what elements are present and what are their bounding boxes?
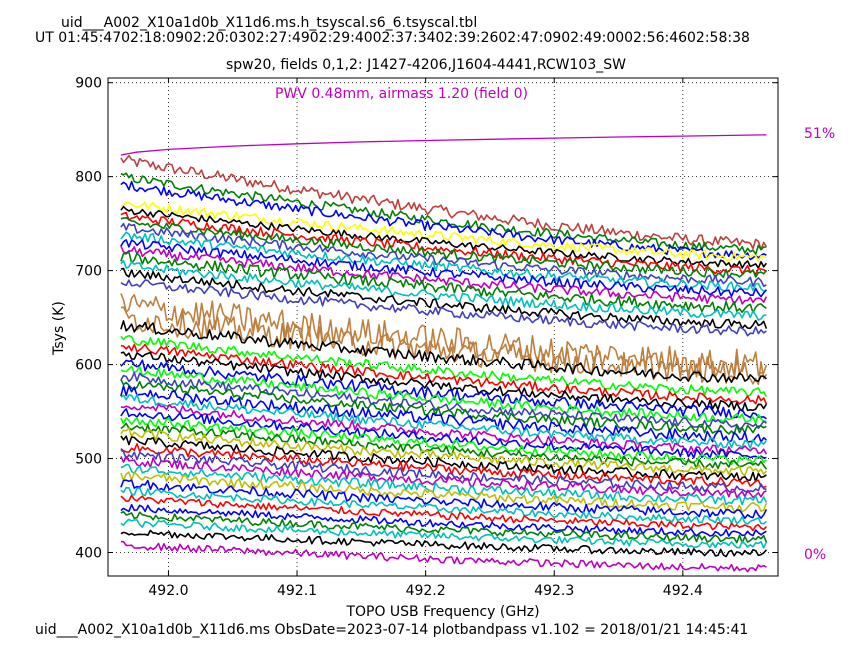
y-tick-label: 900	[75, 76, 102, 92]
x-tick-label: 492.2	[406, 583, 446, 599]
tsys-series-line	[120, 422, 768, 470]
tsys-series-line	[120, 486, 767, 525]
chart-title: spw20, fields 0,1,2: J1427-4206,J1604-44…	[226, 57, 626, 73]
x-tick-label: 492.0	[148, 583, 188, 599]
x-tick-label: 492.3	[534, 583, 574, 599]
tsys-series-line	[120, 259, 767, 321]
tsys-series-line	[120, 443, 767, 489]
tsys-series-line	[120, 335, 768, 398]
right-axis-label-bottom: 0%	[804, 547, 826, 563]
y-tick-label: 500	[75, 452, 102, 468]
tsys-series-line	[120, 231, 767, 292]
x-tick-label: 492.1	[277, 583, 317, 599]
y-tick-label: 700	[75, 264, 102, 280]
right-axis-label-top: 51%	[804, 126, 835, 142]
tsys-series-line	[120, 365, 767, 425]
footer-text: uid___A002_X10a1d0b_X11d6.ms ObsDate=202…	[35, 622, 749, 638]
tsys-series-line	[120, 463, 768, 506]
tsys-series-line	[120, 449, 767, 494]
axis-ticks: 492.0 492.1 492.2 492.3 492.4 400 500 600 700 800…	[75, 76, 778, 599]
tsys-series-line	[120, 394, 768, 449]
transmission-curve	[120, 134, 767, 156]
pwv-annotation: PWV 0.48mm, airmass 1.20 (field 0)	[275, 86, 528, 102]
tsys-series-line	[120, 518, 768, 549]
tsys-series-line	[120, 222, 767, 287]
ut-times-row: UT 01:45:4702:18:0902:20:0302:27:4902:29…	[35, 30, 750, 46]
tsys-series-line	[120, 529, 767, 558]
table-filename: uid___A002_X10a1d0b_X11d6.ms.h_tsyscal.s…	[61, 15, 478, 31]
tsys-series-line	[120, 306, 768, 386]
tsys-series-line	[120, 371, 767, 430]
tsys-series-line	[120, 408, 767, 459]
tsys-series-line	[120, 427, 767, 477]
tsys-series-line	[120, 503, 767, 537]
x-tick-label: 492.4	[663, 583, 703, 599]
x-axis-label: TOPO USB Frequency (GHz)	[345, 604, 539, 620]
tsys-series-line	[120, 479, 768, 519]
tsys-series	[120, 154, 768, 573]
tsys-series-line	[120, 343, 768, 405]
tsys-series-line	[120, 279, 767, 337]
y-tick-label: 600	[75, 358, 102, 374]
y-tick-label: 400	[75, 546, 102, 562]
tsys-series-line	[120, 201, 767, 263]
tsys-series-line	[120, 540, 767, 573]
transmission-line	[120, 134, 767, 156]
y-axis-label: Tsys (K)	[51, 301, 67, 356]
tsys-series-line	[120, 216, 768, 279]
tsys-series-line	[120, 320, 767, 384]
tsys-series-line	[120, 154, 768, 251]
tsys-series-line	[120, 180, 767, 261]
tsys-series-line	[120, 379, 767, 435]
tsys-series-line	[120, 416, 767, 466]
y-tick-label: 800	[75, 170, 102, 186]
tsys-series-line	[120, 494, 767, 532]
plot-frame	[107, 77, 779, 577]
tsys-series-line	[120, 172, 767, 255]
tsys-series-line	[120, 251, 767, 314]
tsys-series-line	[120, 239, 767, 298]
tsys-series-line	[120, 245, 768, 306]
tsys-series-line	[120, 205, 768, 269]
tsys-series-line	[120, 267, 768, 330]
tsys-series-line	[120, 510, 768, 544]
